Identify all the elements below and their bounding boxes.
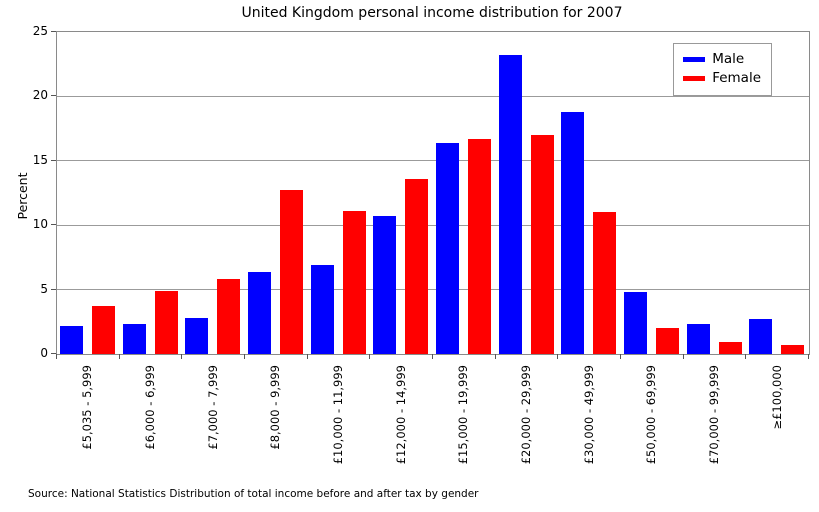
x-tick-mark xyxy=(432,354,433,359)
x-tick-label: £50,000 - 69,999 xyxy=(644,365,659,465)
legend-item-female: Female xyxy=(683,70,761,87)
x-tick-mark xyxy=(682,354,684,359)
y-tick-label: 0 xyxy=(40,346,48,360)
bar-group xyxy=(684,32,747,354)
bar-group xyxy=(746,32,809,354)
y-tick-label: 5 xyxy=(40,281,48,296)
plot-area: Male Female xyxy=(56,31,810,355)
x-tick-label: £8,000 - 9,999 xyxy=(268,365,283,450)
female-swatch-icon xyxy=(683,76,706,81)
female-bar xyxy=(342,211,366,354)
bar-group xyxy=(433,32,496,354)
x-tick-mark xyxy=(306,354,308,359)
x-tick-mark xyxy=(56,354,57,359)
bar-group xyxy=(308,32,371,354)
y-tick-mark xyxy=(51,353,56,354)
male-bar xyxy=(185,317,209,354)
female-bar xyxy=(92,306,115,354)
male-bar xyxy=(561,111,585,354)
bar-group xyxy=(621,32,684,354)
legend-item-male: Male xyxy=(683,51,761,68)
chart-title: United Kingdom personal income distribut… xyxy=(241,5,623,21)
x-tick-mark xyxy=(745,354,747,359)
gridline xyxy=(57,224,809,226)
male-bar xyxy=(60,325,83,354)
x-tick-label: £6,000 - 6,999 xyxy=(143,365,157,450)
bar-group xyxy=(120,32,183,354)
female-bar xyxy=(468,138,491,354)
female-bar xyxy=(154,290,178,354)
x-tick-mark xyxy=(118,354,120,359)
male-swatch-icon xyxy=(683,57,706,62)
x-tick-label: £30,000 - 49,999 xyxy=(581,365,596,465)
male-bar xyxy=(248,271,271,354)
bar-group xyxy=(245,32,308,354)
x-tick-label: £15,000 - 19,999 xyxy=(456,365,471,465)
source-note: Source: National Statistics Distribution… xyxy=(28,488,479,500)
female-bar xyxy=(405,178,429,354)
x-tick-mark xyxy=(494,354,496,359)
female-bar xyxy=(217,279,241,354)
x-tick-label: £12,000 - 14,999 xyxy=(393,365,408,465)
male-bar xyxy=(498,55,522,354)
y-tick-mark xyxy=(51,31,56,32)
y-tick-label: 15 xyxy=(32,152,48,167)
female-bar xyxy=(781,344,805,354)
female-bar xyxy=(718,342,742,354)
female-bar xyxy=(280,190,303,354)
x-tick-label: ≥£100,000 xyxy=(769,365,784,430)
gridline xyxy=(57,160,809,162)
y-tick-mark xyxy=(51,224,56,226)
x-tick-label: £70,000 - 99,999 xyxy=(707,365,721,465)
y-tick-mark xyxy=(51,95,56,97)
x-tick-mark xyxy=(557,354,559,359)
x-tick-label: £20,000 - 29,999 xyxy=(519,365,533,465)
legend: Male Female xyxy=(673,43,772,96)
male-bar xyxy=(749,319,773,354)
gridline xyxy=(57,289,809,291)
bar-group xyxy=(558,32,621,354)
x-tick-mark xyxy=(181,354,183,359)
gridline xyxy=(57,95,809,97)
male-bar xyxy=(373,216,397,354)
bar-group xyxy=(182,32,245,354)
y-tick-label: 10 xyxy=(32,217,48,232)
male-bar xyxy=(624,292,647,354)
legend-label-male: Male xyxy=(712,51,745,67)
x-tick-label: £10,000 - 11,999 xyxy=(331,365,345,465)
x-tick-mark xyxy=(808,354,809,359)
bar-group xyxy=(496,32,559,354)
y-tick-mark xyxy=(51,288,56,290)
female-bar xyxy=(593,212,617,354)
x-tick-mark xyxy=(369,354,371,359)
female-bar xyxy=(656,328,679,354)
x-tick-label: £7,000 - 7,999 xyxy=(205,365,220,450)
x-tick-mark xyxy=(620,354,621,359)
legend-label-female: Female xyxy=(712,70,761,86)
x-tick-mark xyxy=(244,354,245,359)
bar-group xyxy=(57,32,120,354)
x-tick-label: £5,035 - 5,999 xyxy=(80,365,95,450)
y-tick-label: 25 xyxy=(32,24,48,38)
male-bar xyxy=(686,324,710,354)
male-bar xyxy=(436,142,459,354)
y-tick-label: 20 xyxy=(32,88,48,103)
y-tick-mark xyxy=(51,159,56,161)
male-bar xyxy=(310,265,334,354)
male-bar xyxy=(122,324,146,354)
bar-group xyxy=(370,32,433,354)
female-bar xyxy=(530,135,554,354)
